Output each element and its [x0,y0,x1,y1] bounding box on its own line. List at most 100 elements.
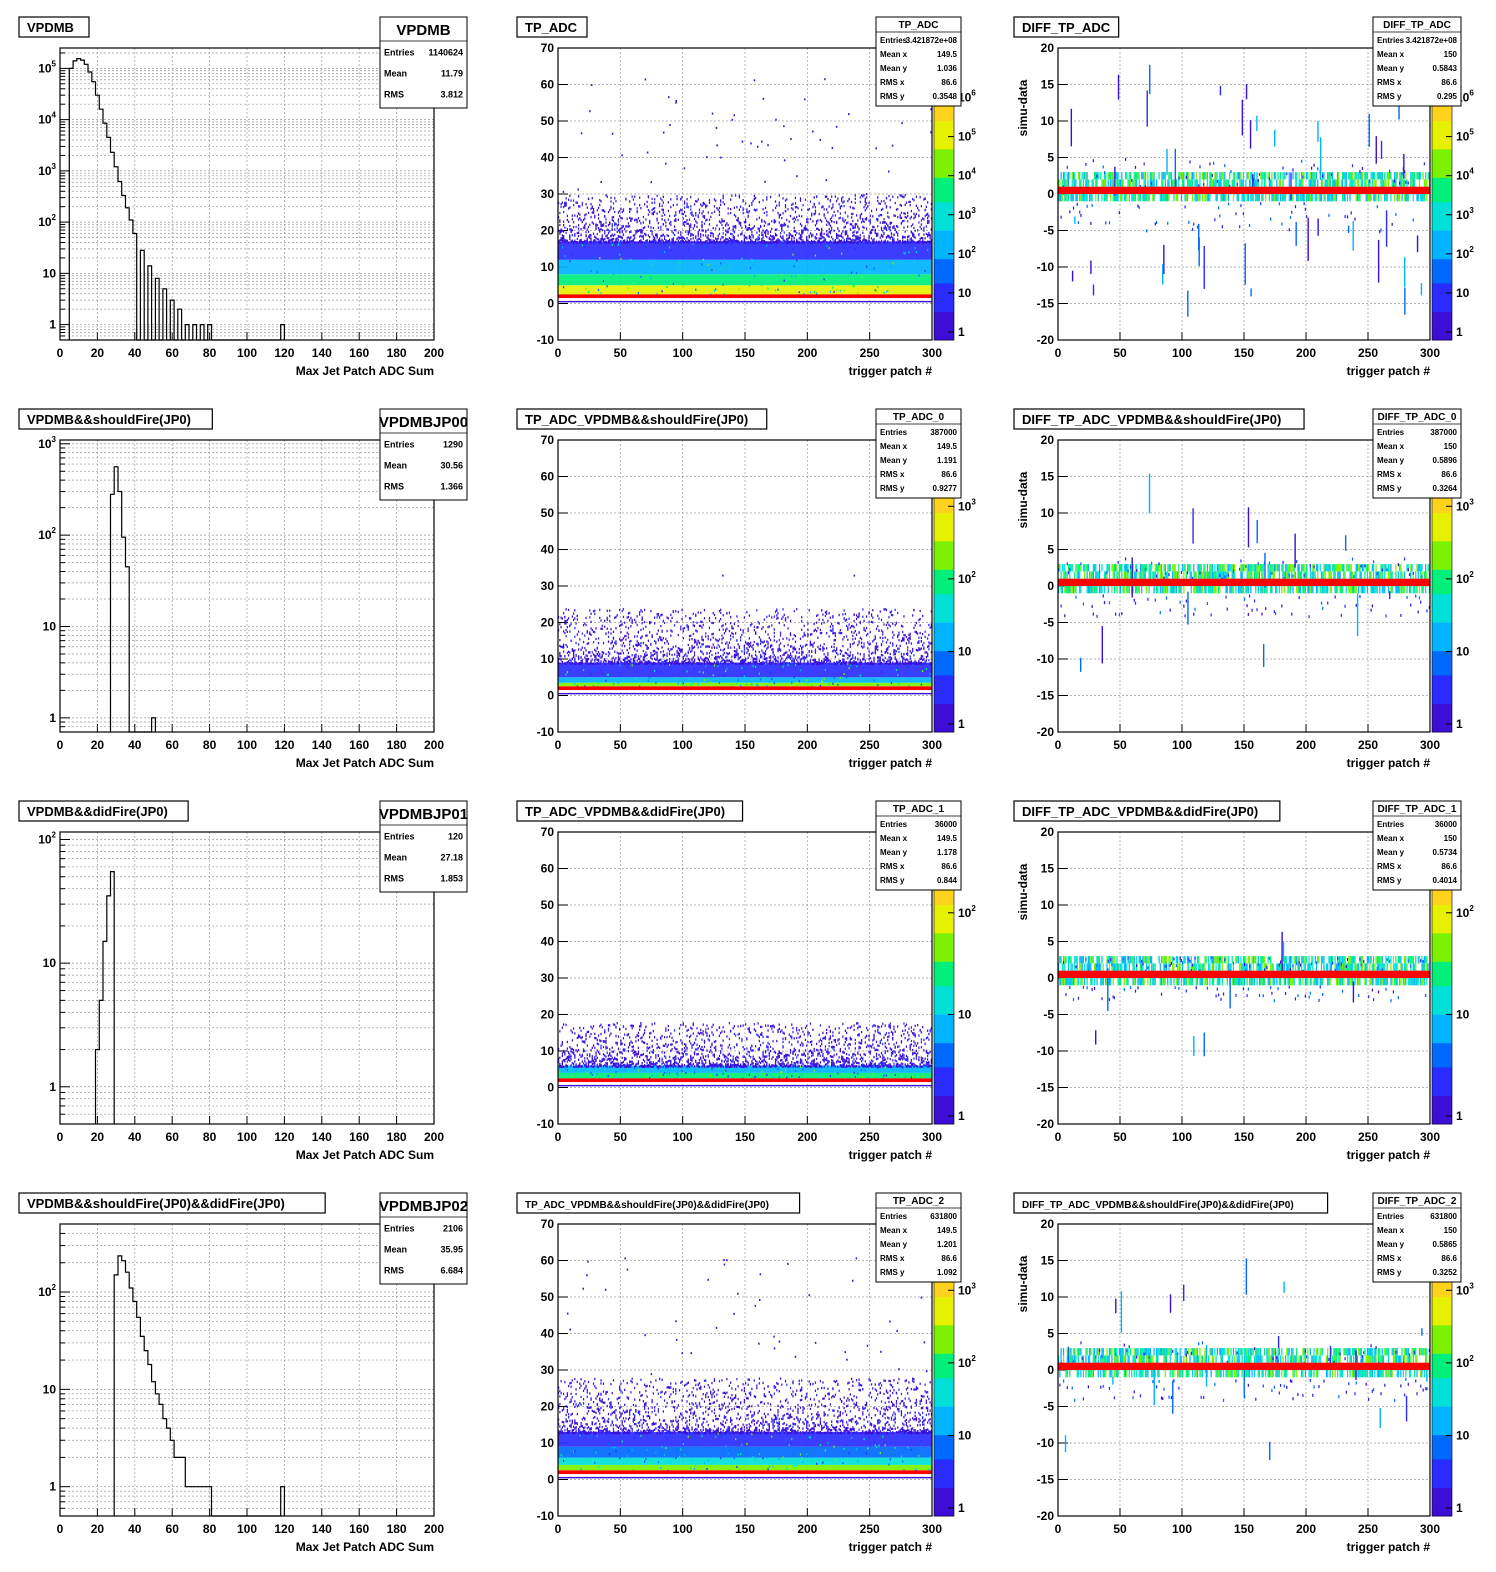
density-cell [687,230,689,233]
density-cell [1132,194,1134,202]
density-cell [814,236,817,240]
density-cell [1225,179,1227,187]
density-cell [627,627,630,630]
density-cell [749,644,752,647]
density-cell [693,658,696,661]
density-cell [749,661,752,664]
density-cell [776,609,778,612]
density-cell [642,227,645,230]
density-cell [746,647,748,650]
density-cell [753,275,755,278]
density-cell [646,239,648,243]
colorbar-segment [1432,258,1452,264]
density-cell [691,233,693,236]
density-cell [821,206,823,209]
density-cell [577,662,580,665]
density-cell [701,220,703,224]
colorbar-segment [934,266,954,272]
density-cell [1288,194,1290,202]
density-cell [594,654,596,657]
density-cell [677,646,679,650]
density-cell [700,203,702,206]
density-cell [600,237,602,241]
density-cell [1344,215,1346,219]
density-cell [903,251,905,254]
density-cell [688,240,691,243]
density-cell [1206,172,1209,180]
density-cell [802,204,804,207]
density-cell [634,241,636,244]
density-cell [904,194,906,197]
density-cell [762,234,764,237]
density-cell [677,236,679,239]
density-cell [816,292,818,295]
density-cell [703,241,706,244]
density-cell [682,662,684,665]
density-cell [923,233,925,236]
density-cell [888,235,890,239]
density-cell [647,646,650,650]
density-band [558,274,932,286]
density-cell [868,219,870,222]
colorbar-segment [1432,218,1452,223]
density-cell [793,230,795,233]
density-cell [599,256,601,259]
density-cell [712,611,714,615]
density-cell [743,240,745,243]
density-cell [697,640,699,643]
density-cell [874,229,876,232]
outlier-cell [669,124,671,127]
density-cell [696,241,698,244]
density-cell [562,236,565,240]
x-tick-label: 100 [673,738,693,752]
density-cell [662,637,664,640]
density-cell [649,210,651,213]
density-cell [1182,179,1184,187]
density-cell [586,642,588,645]
density-cell [690,232,692,236]
density-cell [1364,179,1366,187]
density-cell [777,656,779,659]
density-cell [670,662,672,665]
density-cell [619,608,621,612]
density-cell [1116,179,1118,187]
density-cell [732,627,734,630]
density-cell [649,239,651,243]
density-cell [763,658,765,661]
density-cell [823,213,825,216]
density-cell [797,207,799,210]
density-cell [572,612,575,615]
density-cell [715,241,717,244]
density-cell [1075,179,1077,187]
density-cell [1359,170,1361,174]
density-cell [769,655,772,658]
data-point [130,219,132,221]
density-cell [759,241,762,244]
density-cell [756,231,758,234]
density-cell [677,239,679,243]
density-cell [748,642,750,646]
density-cell [1188,220,1190,224]
density-cell [620,227,622,230]
outlier-cell [901,122,903,125]
density-cell [924,197,926,201]
density-cell [826,233,828,236]
density-cell [722,671,724,674]
density-cell [794,230,797,233]
density-cell [663,235,666,238]
density-cell [867,240,869,243]
density-cell [732,633,734,636]
density-cell [625,657,627,660]
density-cell [907,241,909,244]
density-cell [849,206,851,209]
data-point [126,207,128,209]
density-cell [682,657,684,660]
density-cell [743,652,745,656]
density-cell [839,212,841,215]
density-cell [872,228,874,232]
density-cell [1206,179,1209,187]
density-cell [631,620,633,624]
density-cell [1138,194,1140,202]
density-cell [743,660,745,663]
density-cell [629,643,631,646]
